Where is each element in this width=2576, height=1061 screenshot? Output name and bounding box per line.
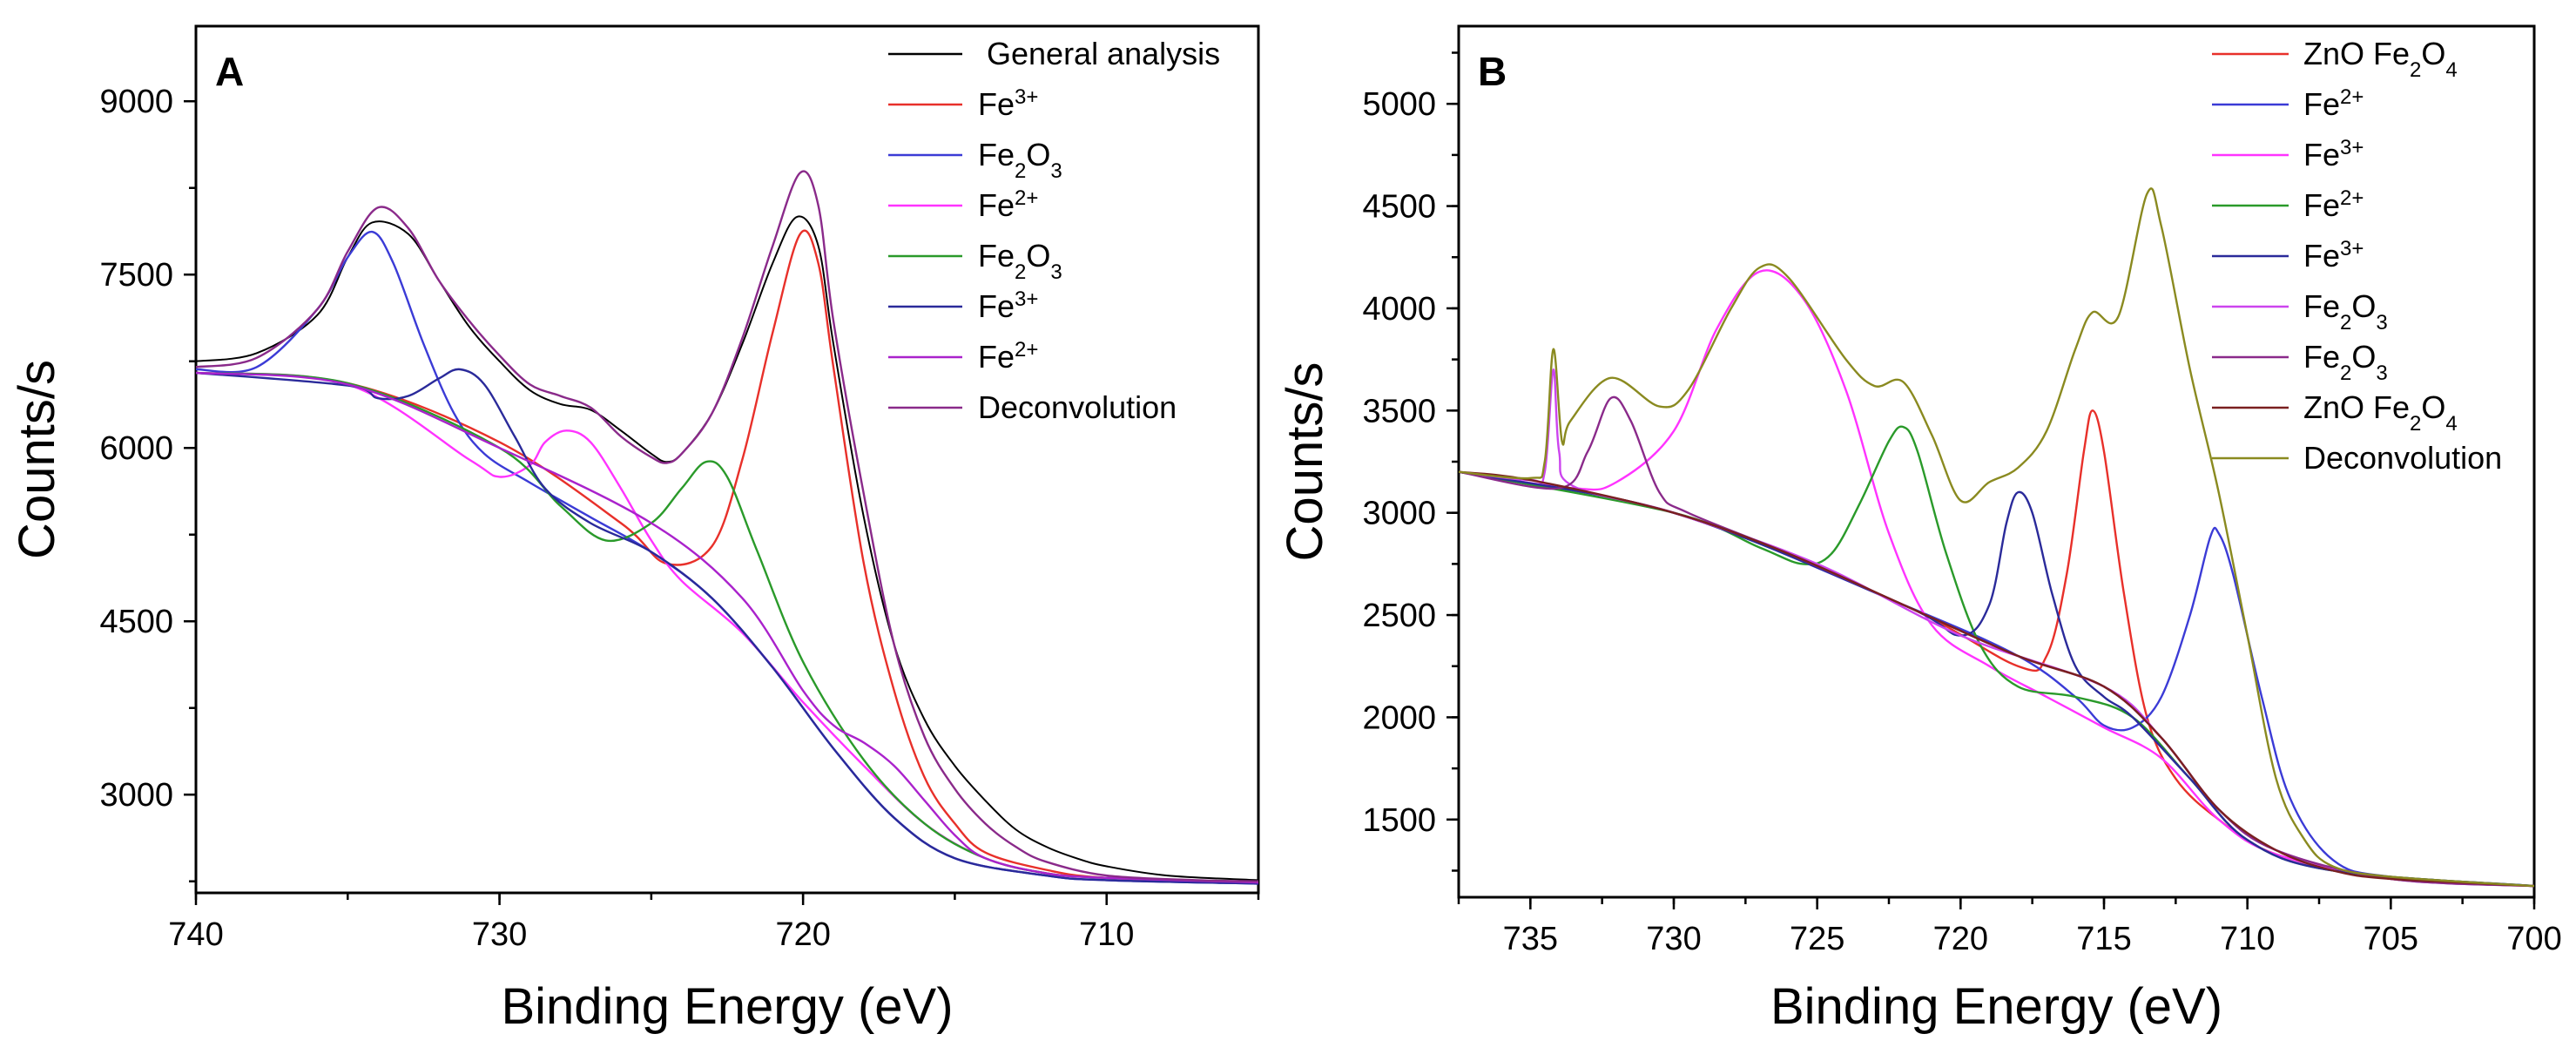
legend-label: Fe2O3 — [2303, 339, 2388, 385]
legend-label: Fe2+ — [978, 338, 1038, 375]
series-line — [196, 215, 1258, 882]
series-line — [196, 371, 1258, 884]
x-tick-label: 700 — [2506, 921, 2561, 957]
legend-label: Fe2+ — [978, 186, 1038, 224]
series-line — [196, 371, 1258, 884]
legend-label: Fe2O3 — [978, 137, 1062, 183]
series-line — [1459, 470, 2534, 888]
x-tick-label: 720 — [775, 916, 830, 953]
x-tick-label: 710 — [1079, 916, 1134, 953]
y-tick-label: 3000 — [1362, 496, 1436, 532]
y-tick-label: 2000 — [1362, 699, 1436, 736]
legend-label: ZnO Fe2O4 — [2303, 389, 2458, 436]
x-axis-label: Binding Energy (eV) — [501, 978, 953, 1035]
legend-label: Fe2+ — [2303, 85, 2364, 123]
legend-label: Fe3+ — [2303, 237, 2364, 274]
x-tick-label: 730 — [1646, 921, 1701, 957]
x-tick-label: 720 — [1933, 921, 1988, 957]
y-tick-label: 4500 — [99, 604, 173, 640]
y-axis-label: Counts/s — [9, 360, 65, 559]
x-tick-label: 730 — [472, 916, 527, 953]
x-tick-label: 715 — [2076, 921, 2131, 957]
legend-label: General analysis — [987, 36, 1220, 71]
y-tick-label: 3500 — [1362, 393, 1436, 429]
x-tick-label: 735 — [1503, 921, 1558, 957]
y-tick-label: 7500 — [99, 257, 173, 294]
plot-area — [196, 170, 1258, 885]
series-line — [196, 230, 1258, 885]
legend-label: Fe3+ — [978, 287, 1038, 325]
y-tick-label: 6000 — [99, 430, 173, 467]
series-line — [1459, 269, 2534, 888]
legend-label: Deconvolution — [978, 389, 1177, 425]
legend-label: Fe3+ — [2303, 136, 2364, 173]
legend-label: Fe2O3 — [978, 238, 1062, 284]
series-line — [1459, 187, 2534, 888]
legend-label: Deconvolution — [2303, 440, 2502, 476]
panel-label: B — [1478, 49, 1507, 94]
panel-a: 740 730 720 710 3000 4500 6000 7500 9000 Binding … — [9, 24, 1260, 1035]
series-line — [196, 229, 1258, 884]
y-tick-label: 5000 — [1362, 86, 1436, 123]
series-line — [1459, 470, 2534, 888]
series-line — [196, 368, 1258, 885]
series-line — [196, 170, 1258, 882]
y-axis-label: Counts/s — [1277, 362, 1333, 562]
x-axis-label: Binding Energy (eV) — [1770, 978, 2222, 1035]
y-tick-label: 3000 — [99, 777, 173, 814]
y-tick-label: 9000 — [99, 84, 173, 120]
y-tick-label: 2500 — [1362, 598, 1436, 634]
y-tick-label: 1500 — [1362, 802, 1436, 839]
series-line — [196, 371, 1258, 884]
legend-label: Fe3+ — [978, 85, 1038, 123]
plot-frame — [194, 24, 1260, 895]
y-tick-label: 4000 — [1362, 291, 1436, 328]
legend-label: Fe2O3 — [2303, 288, 2388, 335]
x-tick-label: 725 — [1790, 921, 1844, 957]
panel-label: A — [215, 49, 244, 94]
x-tick-label: 740 — [168, 916, 223, 953]
series-line — [1459, 470, 2534, 888]
x-tick-label: 705 — [2364, 921, 2418, 957]
plot-area — [1459, 187, 2534, 888]
legend-label: Fe2+ — [2303, 186, 2364, 224]
x-tick-label: 710 — [2220, 921, 2275, 957]
legend-label: ZnO Fe2O4 — [2303, 36, 2458, 82]
panel-b: 735 730 725 720 715 710 705 700 1500 2000 2500 3000… — [1277, 24, 2562, 1035]
y-tick-label: 4500 — [1362, 189, 1436, 226]
